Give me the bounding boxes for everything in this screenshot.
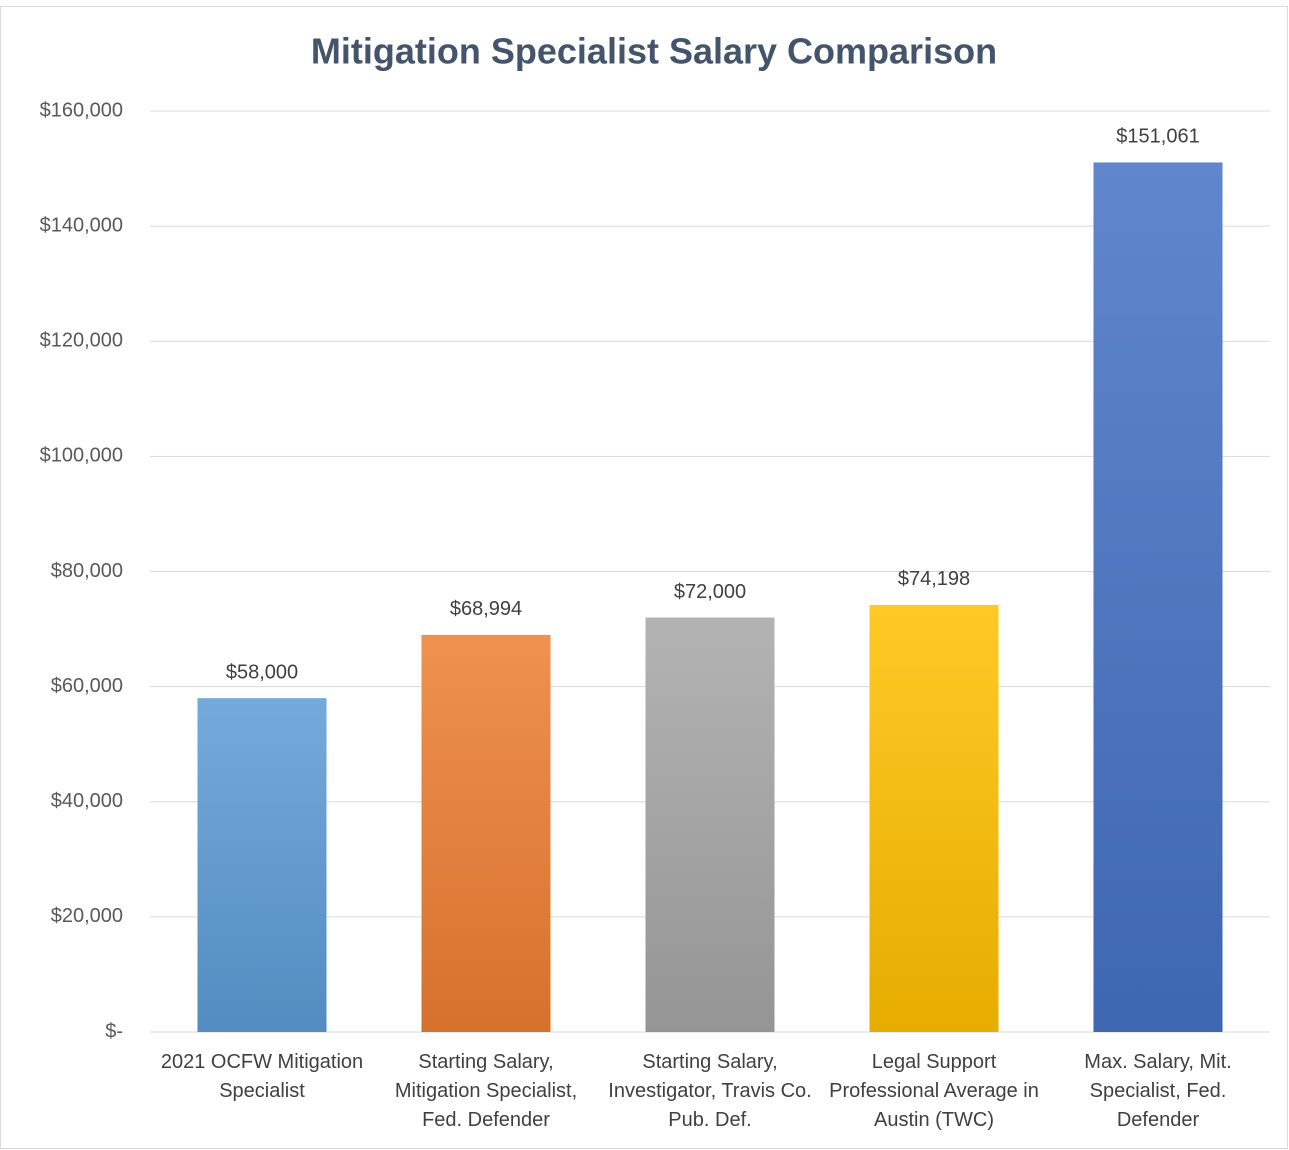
- x-tick-label: 2021 OCFW Mitigation Specialist: [160, 1051, 364, 1102]
- y-tick-label: $60,000: [51, 675, 123, 697]
- y-tick-label: $100,000: [40, 445, 123, 467]
- bar: [869, 604, 999, 1032]
- y-tick-label: $40,000: [51, 790, 123, 812]
- bar: [645, 617, 775, 1032]
- x-tick-label: Starting Salary, Mitigation Specialist, …: [394, 1051, 578, 1131]
- y-tick-label: $120,000: [40, 330, 123, 352]
- chart-border: [0, 6, 1288, 1149]
- data-label: $151,061: [1116, 126, 1199, 148]
- data-label: $74,198: [898, 568, 970, 590]
- y-tick-label: $80,000: [51, 560, 123, 582]
- x-tick-label: Starting Salary, Investigator, Travis Co…: [608, 1051, 812, 1131]
- chart-title: Mitigation Specialist Salary Comparison: [311, 31, 997, 72]
- bar: [1093, 162, 1223, 1032]
- y-tick-label: $20,000: [51, 905, 123, 927]
- data-label: $58,000: [226, 661, 298, 683]
- bar: [197, 698, 327, 1032]
- bar: [421, 634, 551, 1032]
- data-label: $68,994: [450, 598, 522, 620]
- y-tick-label: $-: [105, 1020, 123, 1042]
- y-tick-label: $140,000: [40, 214, 123, 236]
- y-tick-label: $160,000: [40, 99, 123, 121]
- data-label: $72,000: [674, 581, 746, 603]
- x-tick-label: Max. Salary, Mit. Specialist, Fed. Defen…: [1084, 1051, 1232, 1131]
- x-tick-label: Legal Support Professional Average in Au…: [829, 1051, 1039, 1131]
